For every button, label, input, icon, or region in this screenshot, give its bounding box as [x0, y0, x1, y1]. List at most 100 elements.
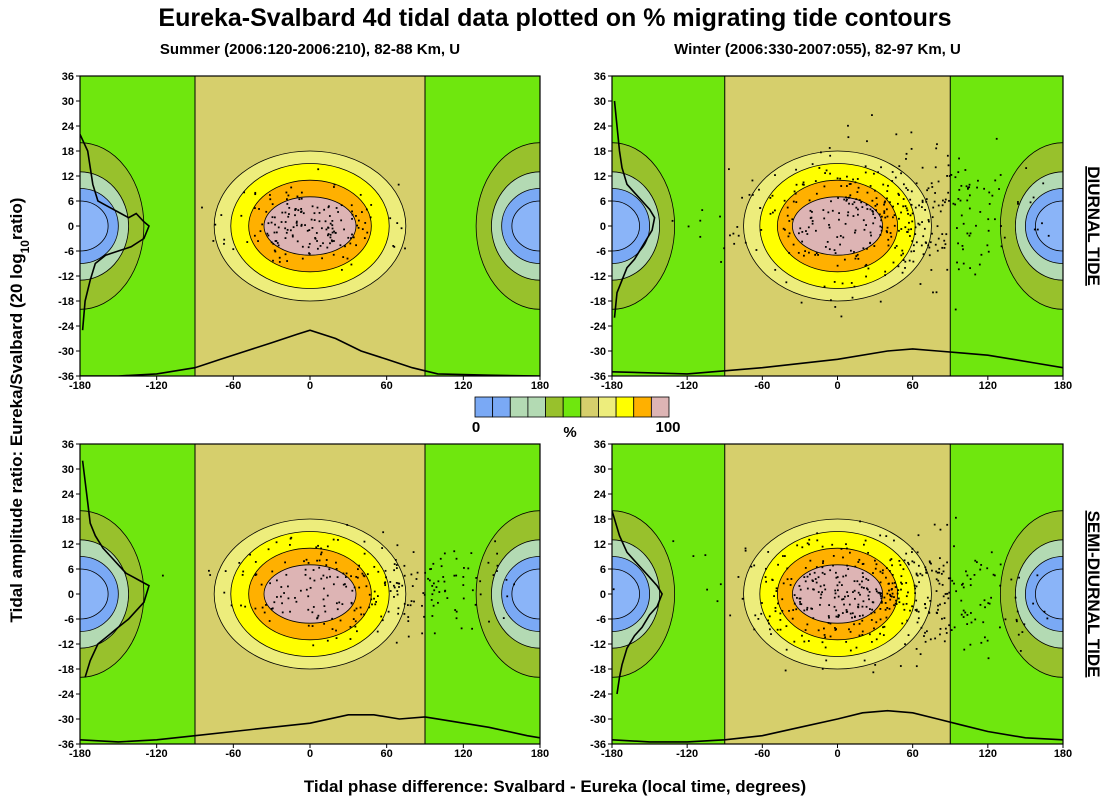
- data-point: [942, 199, 944, 202]
- data-point: [887, 184, 889, 187]
- data-point: [910, 147, 913, 150]
- data-point: [384, 584, 387, 586]
- data-point: [846, 198, 848, 201]
- data-point: [823, 573, 826, 576]
- data-point: [809, 217, 812, 220]
- data-point: [201, 206, 203, 209]
- data-point: [803, 254, 805, 257]
- data-point: [968, 207, 971, 210]
- data-point: [856, 178, 859, 180]
- data-point: [300, 191, 303, 194]
- data-point: [886, 231, 889, 234]
- data-point: [786, 214, 789, 217]
- y-tick-label: -18: [590, 664, 606, 676]
- data-point: [342, 572, 345, 575]
- data-point: [839, 243, 841, 246]
- data-point: [812, 580, 814, 582]
- data-point: [389, 217, 392, 220]
- data-point: [301, 257, 304, 260]
- x-tick-label: 180: [531, 748, 549, 760]
- data-point: [929, 599, 932, 602]
- data-point: [909, 214, 912, 217]
- data-point: [394, 559, 397, 561]
- data-point: [869, 608, 871, 610]
- data-point: [364, 222, 367, 224]
- data-point: [936, 225, 939, 228]
- data-point: [862, 562, 865, 565]
- data-point: [320, 551, 323, 554]
- data-point: [980, 253, 983, 256]
- data-point: [948, 591, 951, 594]
- data-point: [309, 586, 312, 589]
- data-point: [814, 253, 817, 256]
- data-point: [803, 609, 806, 612]
- data-point: [254, 207, 256, 209]
- data-point: [809, 559, 812, 562]
- data-point: [744, 549, 747, 552]
- data-point: [290, 186, 293, 189]
- data-point: [948, 199, 950, 202]
- data-point: [728, 168, 730, 171]
- y-tick-label: 24: [62, 121, 75, 133]
- data-point: [926, 596, 929, 599]
- data-point: [970, 621, 973, 624]
- data-point: [316, 240, 318, 242]
- data-point: [857, 257, 860, 260]
- data-point: [421, 604, 423, 607]
- data-point: [320, 227, 323, 230]
- data-point: [376, 595, 379, 597]
- data-point: [432, 562, 435, 565]
- data-point: [889, 593, 891, 596]
- data-point: [351, 210, 353, 213]
- x-tick-label: -180: [69, 748, 91, 760]
- data-point: [751, 179, 754, 182]
- data-point: [915, 182, 918, 185]
- data-point: [327, 205, 330, 208]
- data-point: [842, 236, 845, 239]
- y-tick-label: -24: [590, 689, 607, 701]
- data-point: [814, 229, 817, 232]
- data-point: [849, 551, 851, 554]
- data-point: [829, 172, 831, 175]
- data-point: [882, 183, 885, 186]
- data-point: [982, 621, 985, 624]
- data-point: [719, 583, 722, 586]
- data-point: [346, 524, 349, 526]
- data-point: [801, 546, 804, 549]
- data-point: [889, 595, 892, 598]
- data-point: [811, 222, 814, 225]
- data-point: [845, 609, 848, 611]
- data-point: [873, 611, 876, 614]
- data-point: [325, 228, 328, 231]
- data-point: [802, 181, 805, 184]
- data-point: [900, 581, 902, 584]
- data-point: [948, 175, 951, 177]
- data-point: [867, 267, 870, 270]
- data-point: [879, 570, 882, 573]
- data-point: [959, 199, 962, 202]
- colorbar: 0% 100: [472, 396, 681, 441]
- data-point: [939, 210, 942, 213]
- data-point: [821, 571, 824, 574]
- data-point: [798, 597, 801, 600]
- data-point: [842, 575, 845, 578]
- data-point: [969, 267, 971, 270]
- data-point: [254, 607, 257, 610]
- data-point: [922, 253, 925, 256]
- data-point: [924, 241, 927, 244]
- data-point: [960, 613, 963, 616]
- data-point: [353, 586, 356, 589]
- data-point: [387, 610, 390, 613]
- data-point: [879, 225, 882, 228]
- data-point: [455, 557, 458, 560]
- data-point: [785, 281, 788, 284]
- amplitude-distribution-curve: [612, 510, 663, 695]
- data-point: [796, 544, 799, 547]
- data-point: [351, 589, 354, 592]
- data-point: [788, 609, 790, 612]
- data-point: [915, 648, 918, 650]
- data-point: [918, 204, 920, 207]
- data-point: [821, 667, 824, 670]
- data-point: [1042, 182, 1045, 185]
- data-point: [272, 242, 275, 245]
